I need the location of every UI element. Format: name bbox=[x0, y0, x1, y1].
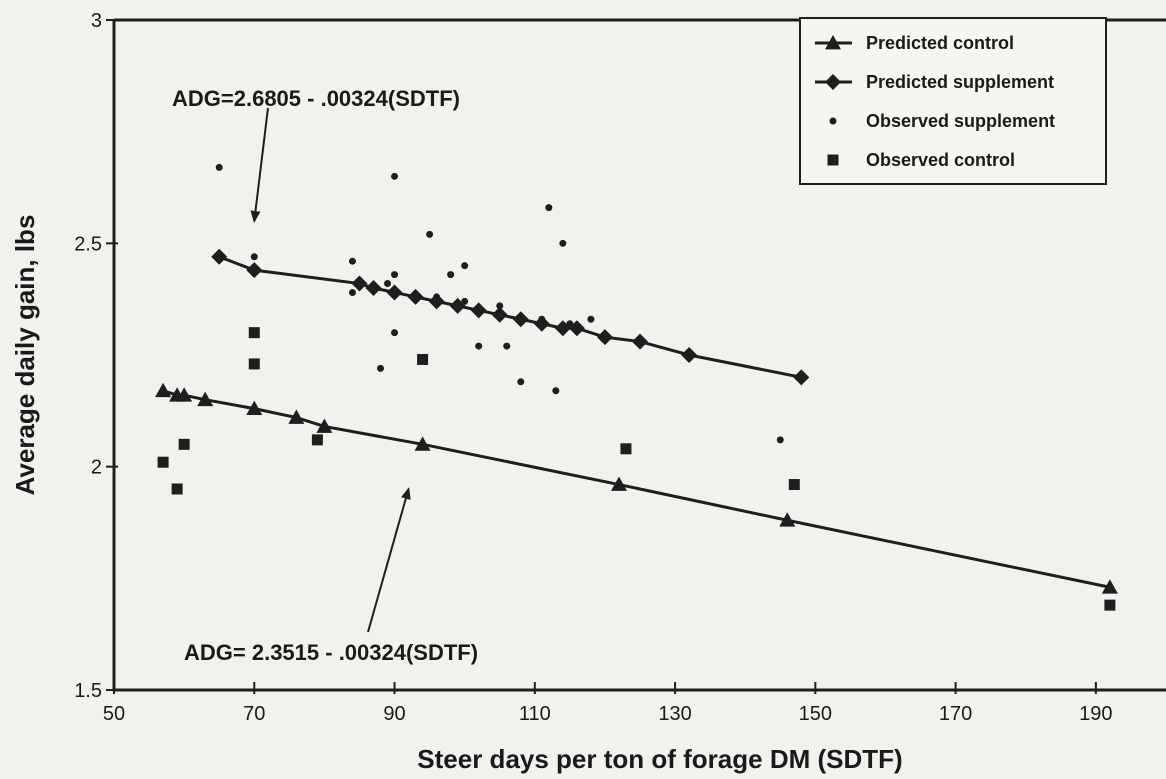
annotations: ADG=2.6805 - .00324(SDTF) ADG= 2.3515 - .… bbox=[172, 86, 478, 665]
series-lines bbox=[162, 255, 1111, 589]
legend-swatch-marker bbox=[825, 35, 841, 50]
series-2-point bbox=[391, 329, 399, 337]
series-1-point bbox=[386, 284, 403, 301]
series-2-point bbox=[475, 342, 483, 350]
series-line-0 bbox=[162, 389, 1111, 589]
series-2-point bbox=[384, 280, 392, 288]
series-2-point bbox=[433, 293, 441, 301]
series-3-point bbox=[417, 353, 429, 365]
series-1-point bbox=[351, 275, 368, 292]
series-3-point bbox=[171, 483, 183, 495]
series-2-point bbox=[517, 378, 525, 386]
series-3-point bbox=[248, 327, 260, 339]
series-0-point bbox=[246, 400, 263, 415]
x-tick-label: 90 bbox=[383, 703, 405, 725]
series-0-point bbox=[288, 409, 305, 424]
y-tick-label: 3 bbox=[91, 10, 102, 32]
series-2-point bbox=[503, 342, 511, 350]
legend-label: Predicted control bbox=[866, 33, 1014, 53]
x-axis-title: Steer days per ton of forage DM (SDTF) bbox=[417, 744, 902, 774]
series-1-point bbox=[365, 280, 382, 296]
series-0-point bbox=[610, 476, 627, 491]
series-marks bbox=[155, 163, 1118, 611]
x-tick-label: 130 bbox=[658, 703, 691, 725]
series-3-point bbox=[311, 434, 323, 446]
series-0-point bbox=[316, 418, 333, 433]
series-2-point bbox=[566, 320, 574, 328]
series-2-point bbox=[215, 163, 223, 171]
series-2-point bbox=[447, 271, 455, 279]
series-3-point bbox=[157, 456, 169, 468]
x-tick-label: 150 bbox=[799, 703, 832, 725]
series-1-point bbox=[470, 302, 487, 319]
y-axis-title: Average daily gain, lbs bbox=[10, 215, 40, 496]
legend-swatch-marker bbox=[829, 117, 837, 125]
series-1-point bbox=[428, 293, 445, 310]
series-2-point bbox=[391, 271, 399, 279]
series-1-point bbox=[596, 329, 613, 346]
x-tick-label: 70 bbox=[243, 703, 265, 725]
series-1-point bbox=[491, 306, 508, 323]
series-2-point bbox=[559, 239, 567, 247]
series-0-point bbox=[197, 391, 214, 407]
legend-swatch-marker bbox=[825, 74, 841, 90]
series-3-point bbox=[620, 443, 632, 455]
series-1-point bbox=[681, 347, 698, 363]
legend-swatch-marker bbox=[827, 154, 839, 166]
series-0-point bbox=[155, 382, 172, 398]
series-0-point bbox=[176, 387, 193, 402]
x-tick-label: 110 bbox=[519, 703, 551, 725]
series-0-point bbox=[414, 436, 431, 451]
series-2-point bbox=[377, 364, 385, 372]
series-2-point bbox=[552, 387, 560, 395]
series-2-point bbox=[545, 204, 553, 212]
series-2-point bbox=[348, 257, 356, 265]
axis-ticks: 50 70 90 110 130 150 170 190 1.5 2 2.5 3 bbox=[74, 10, 1112, 725]
annotation-arrow bbox=[367, 487, 411, 633]
series-3-point bbox=[1104, 599, 1116, 611]
series-2-point bbox=[391, 172, 399, 180]
series-3-point bbox=[248, 358, 260, 370]
series-2-point bbox=[426, 230, 434, 238]
series-1-point bbox=[246, 262, 263, 279]
series-3-point bbox=[178, 438, 190, 450]
series-1-point bbox=[512, 311, 529, 328]
series-2-point bbox=[348, 288, 356, 296]
legend-box bbox=[799, 17, 1107, 185]
series-1-point bbox=[211, 248, 228, 265]
series-0-point bbox=[1101, 579, 1118, 594]
annotation-text: ADG=2.6805 - .00324(SDTF) bbox=[172, 86, 460, 111]
series-2-point bbox=[250, 253, 258, 261]
legend: Predicted control Predicted supplement Obs… bbox=[799, 17, 1107, 185]
x-tick-label: 50 bbox=[103, 703, 125, 725]
series-2-point bbox=[461, 262, 469, 270]
x-tick-label: 170 bbox=[939, 703, 972, 725]
legend-label: Observed control bbox=[866, 150, 1015, 170]
annotation-text: ADG= 2.3515 - .00324(SDTF) bbox=[184, 640, 478, 665]
series-0-point bbox=[779, 512, 796, 527]
series-2-point bbox=[538, 315, 546, 323]
y-tick-label: 2.5 bbox=[74, 233, 102, 255]
legend-label: Observed supplement bbox=[866, 111, 1055, 131]
y-tick-label: 2 bbox=[91, 457, 102, 479]
annotation-arrow bbox=[250, 107, 269, 223]
series-3-point bbox=[788, 479, 800, 491]
series-2-point bbox=[496, 302, 504, 310]
y-tick-label: 1.5 bbox=[74, 680, 102, 702]
series-line-1 bbox=[218, 255, 802, 379]
series-1-point bbox=[632, 333, 648, 350]
series-2-point bbox=[587, 315, 595, 323]
series-1-point bbox=[793, 369, 810, 386]
x-tick-label: 190 bbox=[1079, 703, 1112, 725]
legend-label: Predicted supplement bbox=[866, 72, 1054, 92]
series-1-point bbox=[407, 288, 424, 305]
series-2-point bbox=[461, 297, 469, 305]
series-2-point bbox=[776, 436, 784, 444]
series-1-point bbox=[533, 315, 550, 332]
